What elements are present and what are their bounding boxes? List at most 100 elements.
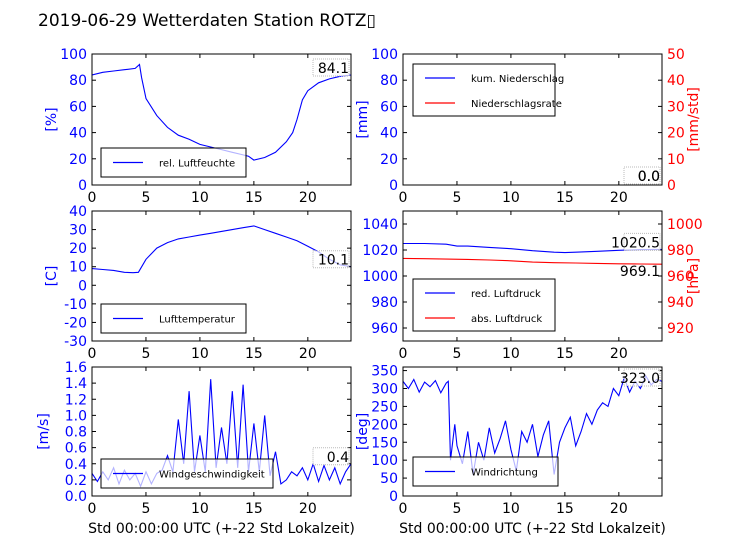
series-line-0 bbox=[92, 225, 351, 274]
legend-label: Windrichtung bbox=[471, 468, 538, 479]
x-tick-label: 10 bbox=[502, 346, 520, 362]
y-tick-label: 1.6 bbox=[65, 360, 87, 376]
current-value-label-2: 969.1 bbox=[620, 264, 660, 280]
series-line-1 bbox=[403, 257, 662, 265]
x-tick-label: 0 bbox=[399, 501, 408, 517]
legend: kum. Niederschlag Niederschlagsrate bbox=[412, 63, 564, 117]
x-tick-label: 20 bbox=[610, 190, 628, 206]
y-tick-label: 20 bbox=[380, 152, 398, 168]
legend-label: abs. Luftdruck bbox=[471, 314, 542, 325]
x-tick-label: 10 bbox=[502, 190, 520, 206]
legend-label: kum. Niederschlag bbox=[471, 74, 564, 85]
y-tick-label: 1.2 bbox=[65, 392, 87, 408]
y-tick-label: 1040 bbox=[362, 217, 398, 233]
y-tick-label: 0.2 bbox=[65, 473, 87, 489]
y-tick-label: 50 bbox=[380, 471, 398, 487]
x-tick-label: 20 bbox=[299, 190, 317, 206]
x-tick-label: 15 bbox=[556, 190, 574, 206]
x-tick-label: 15 bbox=[556, 501, 574, 517]
current-value-label: 84.1 bbox=[318, 61, 349, 77]
x-tick-label: 5 bbox=[452, 346, 461, 362]
x-tick-label: 10 bbox=[191, 190, 209, 206]
y-tick-label: -20 bbox=[64, 315, 87, 331]
current-value-label: 0.4 bbox=[327, 450, 349, 466]
current-value-label: 1020.5 bbox=[611, 235, 660, 251]
y-axis-label: [C] bbox=[44, 266, 60, 287]
current-value-label-2: 0.0 bbox=[638, 169, 660, 185]
y2-tick-label: 940 bbox=[667, 295, 694, 311]
x-tick-label: 0 bbox=[88, 346, 97, 362]
x-tick-label: 5 bbox=[141, 190, 150, 206]
x-tick-label: 0 bbox=[88, 501, 97, 517]
panel-temperature: 0 5 10 15 20 -30 -20 -10 0 10 20 30 40 [C] 10.1 Lufttem… bbox=[44, 204, 352, 362]
legend: rel. Luftfeuchte bbox=[100, 147, 247, 178]
panel-pressure: 0 5 10 15 20 960 980 1000 1020 1040 920 940 960 980 10… bbox=[362, 210, 703, 362]
x-tick-label: 15 bbox=[556, 346, 574, 362]
y-tick-label: 200 bbox=[371, 417, 398, 433]
legend-label: rel. Luftfeuchte bbox=[159, 159, 235, 170]
x-tick-label: 10 bbox=[502, 501, 520, 517]
y-axis-label: [mm] bbox=[355, 100, 371, 138]
y-tick-label: 150 bbox=[371, 435, 398, 451]
legend: Windrichtung bbox=[412, 456, 559, 487]
plot-frame bbox=[91, 210, 352, 342]
legend-label: red. Luftdruck bbox=[471, 289, 541, 300]
panel-humidity: 0 5 10 15 20 0 20 40 60 80 100 [%] 84.1 rel. Luftfeuc… bbox=[44, 47, 352, 206]
value-badge-box bbox=[623, 368, 661, 387]
x-tick-label: 0 bbox=[399, 190, 408, 206]
y2-tick-label: 920 bbox=[667, 321, 694, 337]
y2-tick-label: 30 bbox=[667, 99, 685, 115]
x-tick-label: 0 bbox=[399, 346, 408, 362]
y-axis-label: [%] bbox=[44, 107, 60, 131]
y-axis-label: [m/s] bbox=[36, 413, 52, 450]
y-tick-label: 0 bbox=[389, 489, 398, 505]
series-line-0 bbox=[92, 63, 351, 161]
legend: red. Luftdruck abs. Luftdruck bbox=[412, 278, 556, 332]
y-tick-label: 980 bbox=[371, 295, 398, 311]
y-tick-label: 40 bbox=[69, 126, 87, 142]
y-tick-label: 80 bbox=[380, 73, 398, 89]
y-tick-label: 40 bbox=[69, 204, 87, 220]
y-tick-label: 1.4 bbox=[65, 376, 87, 392]
value-badge-box bbox=[312, 58, 350, 77]
y-tick-label: 350 bbox=[371, 364, 398, 380]
panel-wind_direction: 0 5 10 15 20050100150200250300350[deg]323.0W… bbox=[355, 364, 666, 537]
y-tick-label: 10 bbox=[69, 260, 87, 276]
y-tick-label: -10 bbox=[64, 297, 87, 313]
y-tick-label: 100 bbox=[371, 453, 398, 469]
x-axis-label: Std 00:00:00 UTC (+-22 Std Lokalzeit) bbox=[399, 521, 666, 537]
x-tick-label: 20 bbox=[299, 346, 317, 362]
y-tick-label: 0.0 bbox=[65, 489, 87, 505]
series-line-0 bbox=[403, 374, 662, 475]
legend: Windgeschwindigkeit bbox=[100, 458, 274, 489]
y-tick-label: 1020 bbox=[362, 243, 398, 259]
x-tick-label: 20 bbox=[610, 501, 628, 517]
y2-axis-label: [mm/std] bbox=[686, 87, 702, 152]
y-tick-label: 0.4 bbox=[65, 457, 87, 473]
y2-tick-label: 10 bbox=[667, 152, 685, 168]
x-tick-label: 15 bbox=[245, 501, 263, 517]
value-badge-box bbox=[623, 166, 661, 185]
x-tick-label: 5 bbox=[141, 346, 150, 362]
y-tick-label: 20 bbox=[69, 152, 87, 168]
y-tick-label: 60 bbox=[69, 99, 87, 115]
legend-label: Niederschlagsrate bbox=[471, 99, 562, 110]
plot-frame bbox=[402, 366, 663, 497]
y-tick-label: 1000 bbox=[362, 269, 398, 285]
x-tick-label: 20 bbox=[610, 346, 628, 362]
legend-label: Lufttemperatur bbox=[159, 315, 236, 326]
plot-frame bbox=[402, 53, 663, 186]
value-badge-box bbox=[312, 447, 350, 466]
y2-tick-label: 980 bbox=[667, 243, 694, 259]
panel-wind_speed: 0 5 10 15 200.00.20.40.60.81.01.21.41.6[m/s]… bbox=[36, 360, 355, 537]
y-tick-label: 60 bbox=[380, 99, 398, 115]
y-tick-label: 30 bbox=[69, 223, 87, 239]
plot-frame bbox=[91, 53, 352, 186]
y-tick-label: 250 bbox=[371, 399, 398, 415]
y-tick-label: 0 bbox=[78, 178, 87, 194]
y-tick-label: 80 bbox=[69, 73, 87, 89]
panel-precipitation: 0 5 10 15 20 0 20 40 60 80 100 0 10 20 30 40 50 [mm/std] [… bbox=[355, 47, 702, 206]
x-tick-label: 10 bbox=[191, 346, 209, 362]
x-tick-label: 20 bbox=[299, 501, 317, 517]
